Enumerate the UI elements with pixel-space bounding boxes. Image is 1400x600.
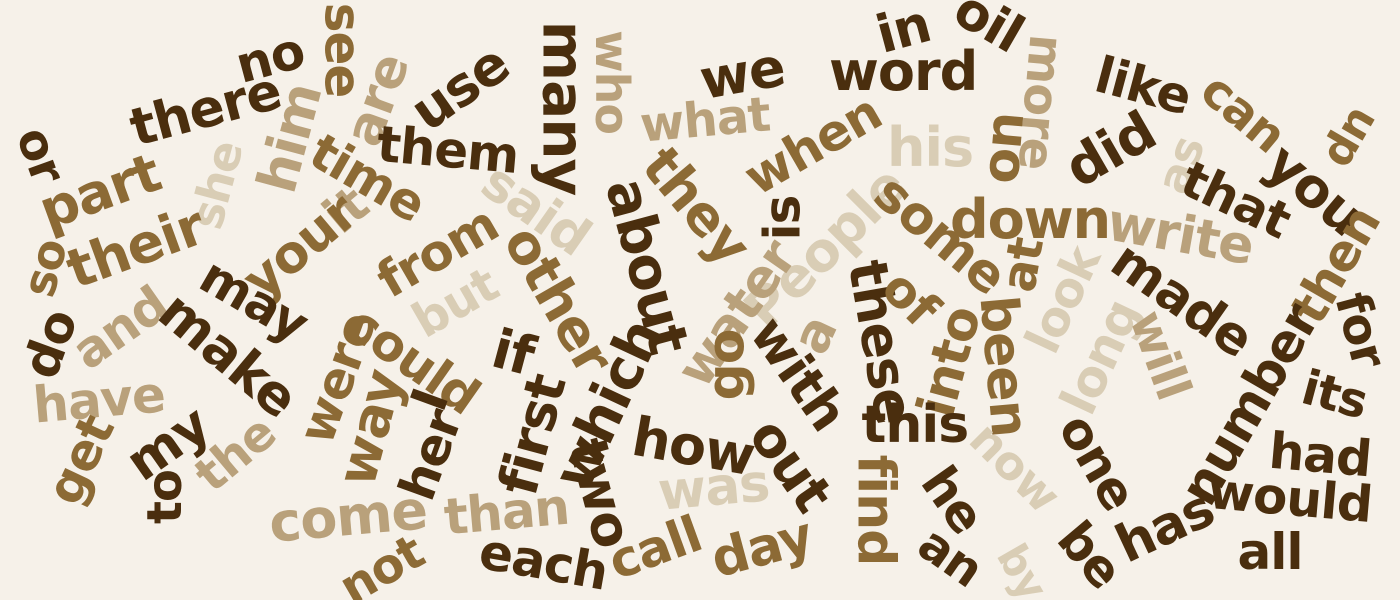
word-79: this [861,395,970,455]
word-82: one [1046,403,1148,521]
word-95: an [907,515,993,599]
word-90: would [1205,461,1375,535]
word-5: many [528,20,597,196]
word-65: its [1295,359,1373,431]
word-94: day [704,505,819,591]
word-68: to [136,470,193,524]
word-6: who [584,30,639,134]
word-12: like [1089,45,1197,127]
word-54: for [1323,286,1397,374]
word-88: find [844,454,905,566]
word-96: by [986,535,1057,600]
word-99: all [1237,523,1304,581]
word-10: word [829,40,978,103]
word-21: what [637,86,773,154]
word-24: on [969,110,1036,186]
word-23: his [887,116,974,179]
word-40: down [950,188,1111,251]
